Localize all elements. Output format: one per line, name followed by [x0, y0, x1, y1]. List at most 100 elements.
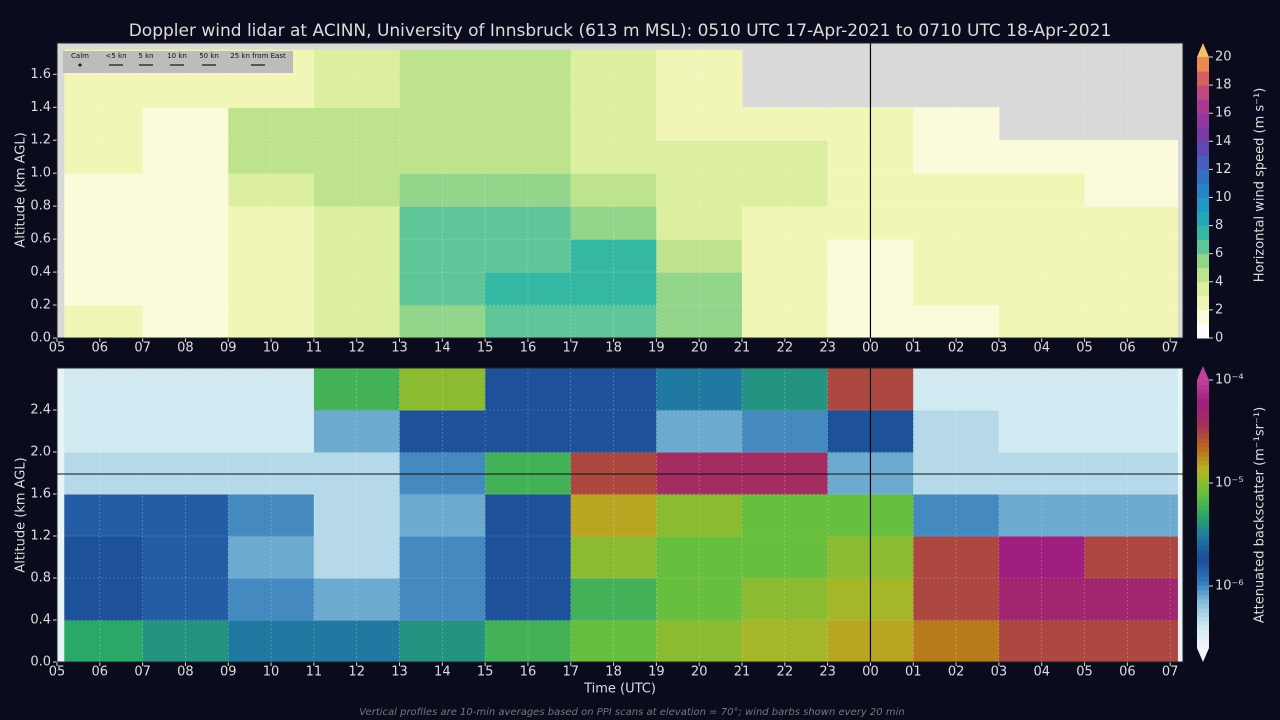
x-tick-label: 09 — [220, 341, 237, 356]
heatmap-cell — [313, 536, 401, 579]
x-tick-label: 12 — [348, 341, 365, 356]
heatmap-cell — [485, 173, 572, 207]
y-tick-label: 1.6 — [30, 487, 51, 502]
y-tick-label: 1.2 — [30, 529, 51, 544]
heatmap-cell — [656, 49, 743, 108]
heatmap-cell — [913, 620, 1000, 663]
x-tick-label: 07 — [134, 665, 151, 680]
colorbar-segment — [1197, 527, 1209, 533]
x-tick-label: 11 — [306, 665, 323, 680]
heatmap-cell — [64, 272, 144, 306]
heatmap-cell — [64, 536, 144, 579]
x-tick-label: 14 — [434, 665, 451, 680]
heatmap-cell — [313, 49, 401, 108]
heatmap-cell — [399, 578, 486, 621]
heatmap-cell — [913, 494, 1000, 537]
heatmap-cell — [742, 272, 829, 306]
x-tick-label: 05 — [1076, 665, 1093, 680]
heatmap-cell — [1084, 239, 1178, 273]
colorbar-segment — [1197, 585, 1209, 591]
legend-box — [63, 51, 293, 73]
colorbar-segment — [1197, 536, 1209, 542]
x-tick-label: 21 — [734, 665, 751, 680]
colorbar-segment — [1197, 393, 1209, 399]
colorbar-segment — [1197, 384, 1209, 390]
colorbar-extend — [1197, 366, 1209, 380]
colorbar-segment — [1197, 567, 1209, 573]
colorbar-segment — [1197, 558, 1209, 564]
x-tick-label: 20 — [691, 341, 708, 356]
heatmap-cell — [142, 206, 229, 240]
heatmap-cell — [142, 494, 229, 537]
x-tick-label: 21 — [734, 341, 751, 356]
x-tick-label: 15 — [477, 341, 494, 356]
colorbar-segment — [1197, 197, 1209, 213]
heatmap-cell — [399, 368, 486, 411]
colorbar-segment — [1197, 509, 1209, 515]
x-tick-label: 15 — [477, 665, 494, 680]
heatmap-cell — [742, 410, 829, 453]
heatmap-cell — [313, 368, 401, 411]
y-tick-label: 0.4 — [30, 613, 51, 628]
colorbar-segment — [1197, 406, 1209, 412]
heatmap-cell — [485, 239, 572, 273]
x-tick-label: 22 — [777, 341, 794, 356]
heatmap-cell — [485, 305, 572, 339]
heatmap-cell — [228, 410, 315, 453]
x-tick-label: 08 — [177, 665, 194, 680]
heatmap-cell — [570, 49, 657, 108]
colorbar-segment — [1197, 420, 1209, 426]
heatmap-cell — [913, 206, 1000, 240]
heatmap-cell — [228, 239, 315, 273]
heatmap-cell — [399, 272, 486, 306]
x-tick-label: 07 — [134, 341, 151, 356]
x-tick-label: 05 — [49, 665, 66, 680]
heatmap-cell — [399, 452, 486, 495]
y-tick-label: 0.4 — [30, 265, 51, 280]
heatmap-cell — [485, 49, 572, 108]
colorbar-tick-label: 4 — [1215, 274, 1223, 289]
x-axis-label: Time (UTC) — [583, 682, 656, 697]
y-tick-label: 0.0 — [30, 655, 51, 670]
heatmap-cell — [913, 173, 1000, 207]
heatmap-cell — [1084, 140, 1178, 174]
heatmap-cell — [656, 239, 743, 273]
x-tick-label: 20 — [691, 665, 708, 680]
heatmap-cell — [1084, 620, 1178, 663]
colorbar-segment — [1197, 598, 1209, 604]
y-tick-label: 0.2 — [30, 298, 51, 313]
heatmap-cell — [485, 620, 572, 663]
x-tick-label: 17 — [562, 665, 579, 680]
x-tick-label: 09 — [220, 665, 237, 680]
colorbar-segment — [1197, 438, 1209, 444]
x-tick-label: 13 — [391, 665, 408, 680]
heatmap-cell — [1084, 173, 1178, 207]
x-tick-label: 04 — [1033, 341, 1050, 356]
heatmap-cell — [399, 410, 486, 453]
heatmap-cell — [742, 140, 829, 174]
heatmap-cell — [570, 305, 657, 339]
heatmap-cell — [64, 206, 144, 240]
x-tick-label: 11 — [306, 341, 323, 356]
colorbar-segment — [1197, 460, 1209, 466]
heatmap-cell — [570, 239, 657, 273]
colorbar-segment — [1197, 545, 1209, 551]
colorbar-segment — [1197, 447, 1209, 452]
heatmap-cell — [998, 536, 1086, 579]
heatmap-cell — [570, 140, 657, 174]
x-tick-label: 14 — [434, 341, 451, 356]
heatmap-cell — [313, 272, 401, 306]
x-tick-label: 18 — [605, 341, 622, 356]
heatmap-cell — [313, 107, 401, 141]
heatmap-cell — [64, 239, 144, 273]
colorbar-segment — [1197, 85, 1209, 100]
colorbar-segment — [1197, 155, 1209, 170]
heatmap-cell — [228, 578, 315, 621]
heatmap-cell — [228, 494, 315, 537]
heatmap-cell — [399, 620, 486, 663]
colorbar-segment — [1197, 500, 1209, 506]
colorbar-segment — [1197, 496, 1209, 502]
heatmap-cell — [313, 620, 401, 663]
heatmap-cell — [742, 305, 829, 339]
